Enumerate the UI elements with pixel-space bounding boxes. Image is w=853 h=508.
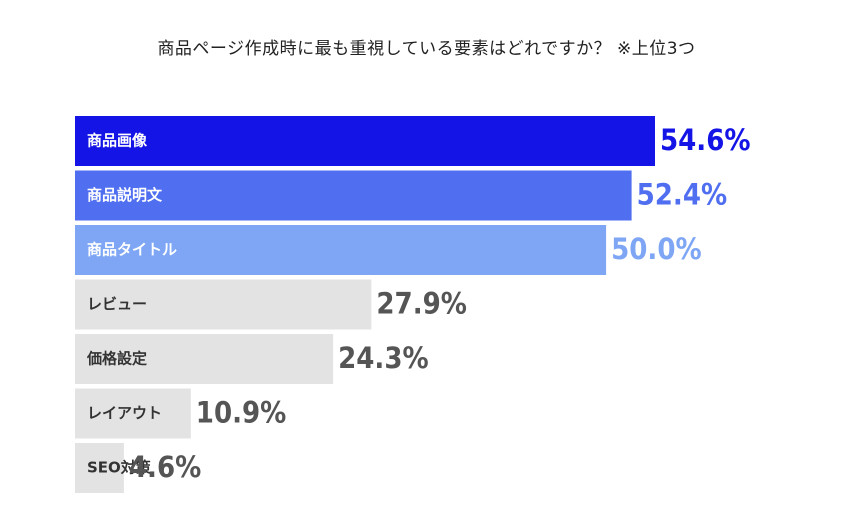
value-label-2: 52.4% [637,178,728,212]
bar-3 [75,225,607,275]
value-label-1: 54.6% [660,123,751,157]
bar-5 [75,334,334,384]
value-label-5: 24.3% [338,341,429,375]
category-label-1: 商品画像 [87,132,148,150]
value-label-4: 27.9% [376,287,467,321]
value-label-7: 4.6% [129,450,201,484]
bar-1 [75,116,655,166]
category-label-3: 商品タイトル [87,241,177,259]
value-label-6: 10.9% [196,396,287,430]
category-label-4: レビュー [87,295,147,313]
value-label-3: 50.0% [611,232,702,266]
category-label-6: レイアウト [87,404,162,422]
chart-title: 商品ページ作成時に最も重視している要素はどれですか？ ※上位3つ [157,39,696,59]
bar-4 [75,279,372,330]
bar-2 [75,170,632,221]
bar-7 [75,443,124,493]
category-label-2: 商品説明文 [87,186,163,204]
category-label-5: 価格設定 [86,350,147,368]
category-label-7: SEO対策 [87,459,152,477]
bar-6 [75,388,191,439]
